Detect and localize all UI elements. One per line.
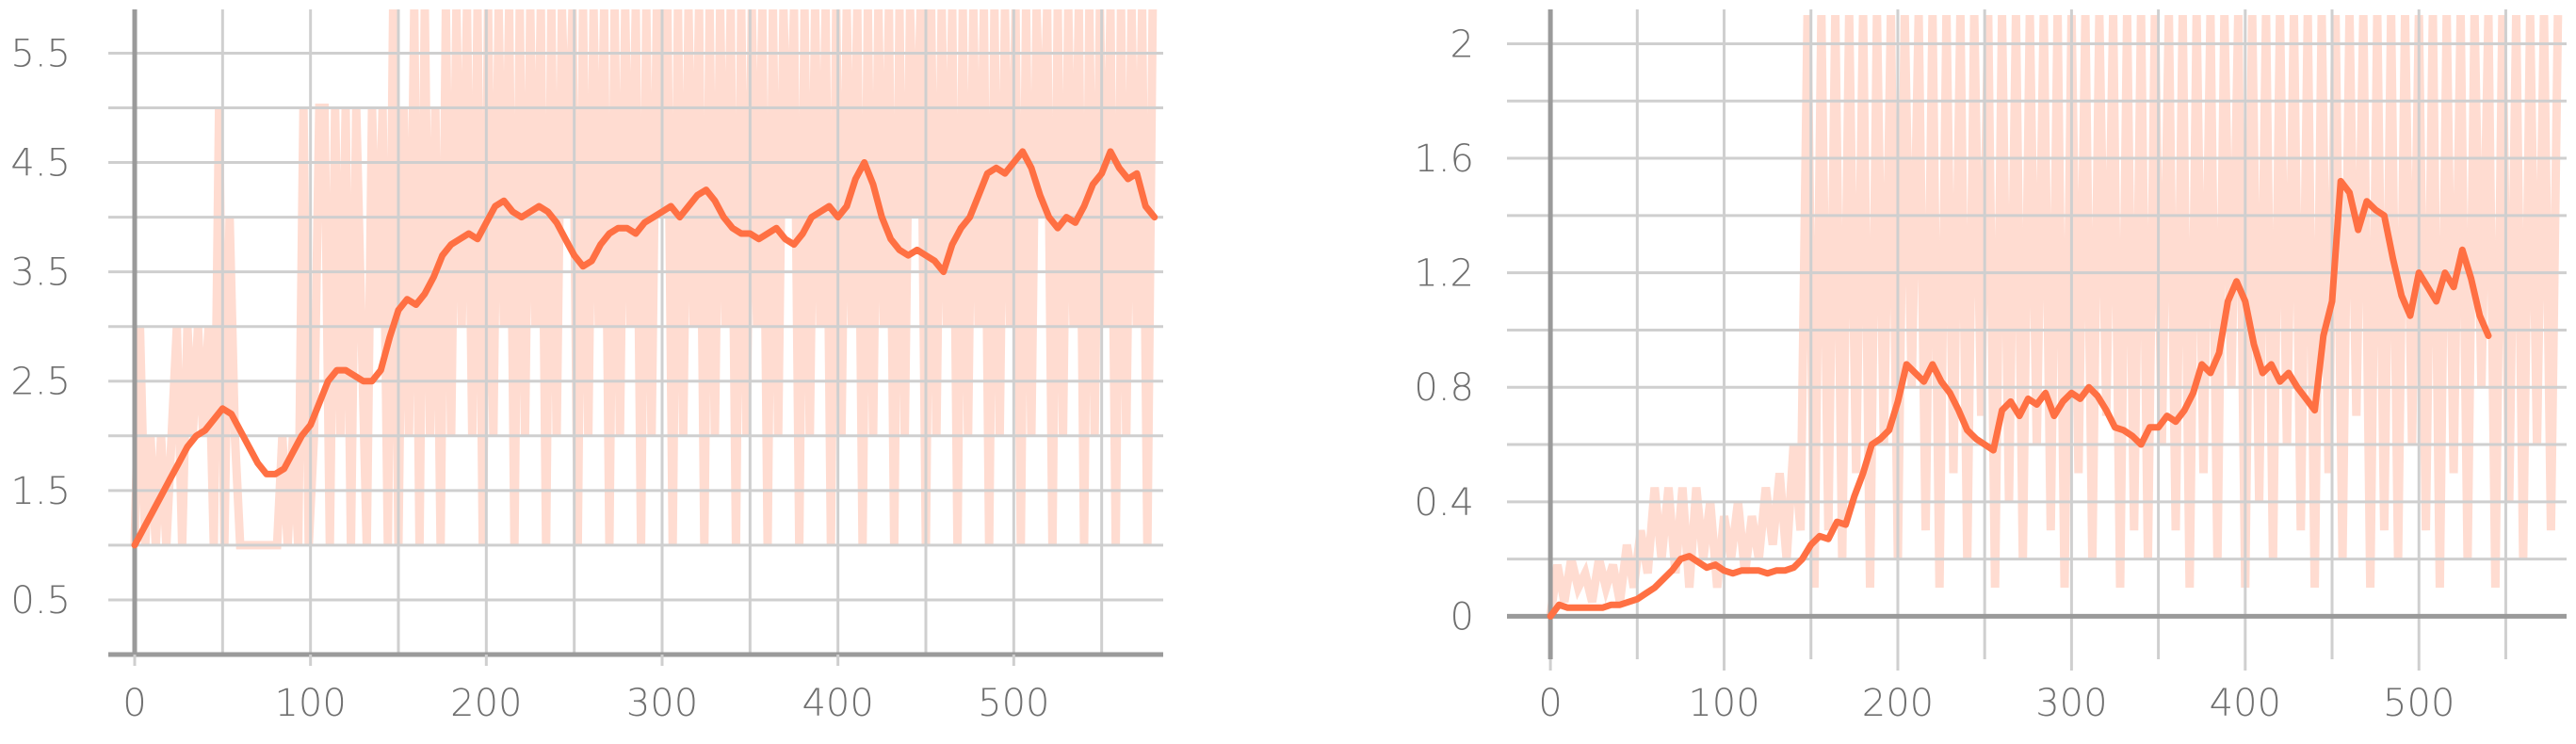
x-tick-label: 300 [626,682,698,725]
y-tick-label: 2.5 [10,361,71,404]
y-tick-label: 1.2 [1414,252,1474,296]
y-tick-label: 5.5 [10,32,71,75]
y-tick-label: 0.5 [10,579,71,623]
y-tick-label: 4.5 [10,142,71,186]
y-tick-label: 2 [1450,23,1474,66]
y-tick-label: 1.6 [1414,137,1474,181]
x-tick-label: 300 [2035,682,2107,725]
left-chart: 0 100 200 300 400 500 0.5 1.5 2.5 3.5 4.5 5.5 [10,8,1163,725]
raw-series [130,8,1158,550]
y-tick-label: 1.5 [10,470,71,513]
x-tick-label: 100 [274,682,346,725]
y-tick-label: 0.8 [1414,366,1474,410]
x-tick-label: 500 [978,682,1049,725]
y-tick-label: 0 [1450,595,1474,639]
x-tick-label: 200 [1862,682,1934,725]
x-tick-label: 0 [1538,682,1562,725]
x-tick-label: 100 [1688,682,1759,725]
right-chart: 0 100 200 300 400 500 0 0.4 0.8 1.2 1.6 2 [1414,9,2567,725]
x-tick-label: 400 [802,682,873,725]
x-tick-label: 200 [450,682,522,725]
raw-series-line [130,8,1158,550]
y-tick-label: 0.4 [1414,481,1474,525]
smoothed-series-line [1547,177,2492,620]
x-tick-label: 0 [122,682,146,725]
grid [108,9,1163,655]
y-tick-label: 3.5 [10,251,71,295]
x-tick-label: 500 [2383,682,2454,725]
x-tick-label: 400 [2210,682,2281,725]
smoothed-series-line [131,148,1158,549]
